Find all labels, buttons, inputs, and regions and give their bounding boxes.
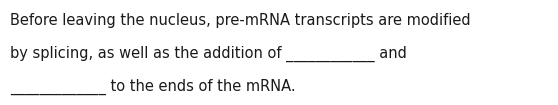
Text: by splicing, as well as the addition of ____________ and: by splicing, as well as the addition of … [10,46,407,62]
Text: Before leaving the nucleus, pre-mRNA transcripts are modified: Before leaving the nucleus, pre-mRNA tra… [10,13,470,28]
Text: _____________ to the ends of the mRNA.: _____________ to the ends of the mRNA. [10,79,296,95]
